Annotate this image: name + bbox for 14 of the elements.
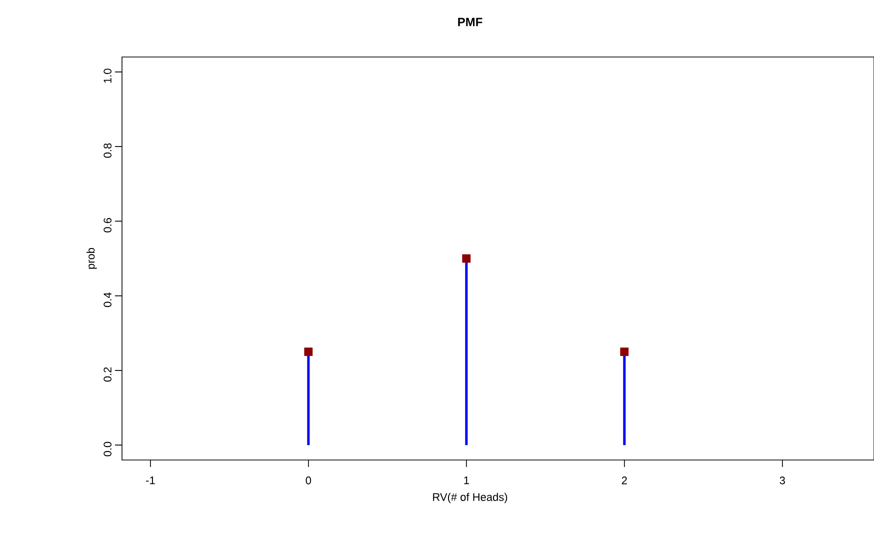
chart-title: PMF xyxy=(458,18,482,26)
x-tick-label: 1 xyxy=(464,476,469,484)
x-tick-label: 0 xyxy=(306,476,312,484)
y-tick-label: 1.0 xyxy=(104,68,112,83)
x-tick-label: 2 xyxy=(622,476,627,484)
y-axis-title: prob xyxy=(86,248,97,269)
y-tick-label: 0.0 xyxy=(104,442,112,456)
y-tick-label: 0.2 xyxy=(104,367,112,382)
x-tick-label: 3 xyxy=(780,476,785,484)
y-tick-label: 0.8 xyxy=(104,143,112,158)
y-tick-label: 0.6 xyxy=(104,218,112,232)
x-axis-title: RV(# of Heads) xyxy=(433,492,508,504)
x-tick-label: -1 xyxy=(146,476,155,484)
y-tick-label: 0.4 xyxy=(104,292,112,308)
